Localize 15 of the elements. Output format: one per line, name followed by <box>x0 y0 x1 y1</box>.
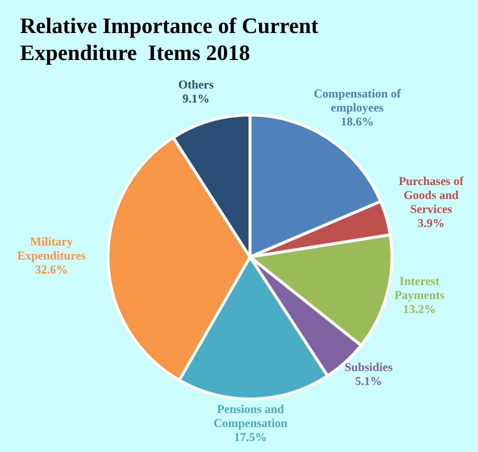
slice-label: Interest Payments <box>394 274 445 302</box>
slice-label: Others <box>178 77 214 92</box>
chart-title: Relative Importance of Current Expenditure Items 2018 <box>20 12 320 66</box>
data-label: 5.1% <box>355 374 382 388</box>
data-label: 18.6% <box>340 114 374 128</box>
slice-label: Subsidies <box>344 360 393 374</box>
data-label: 17.5% <box>234 430 267 444</box>
data-label: 32.6% <box>34 262 68 276</box>
slice-label: Compensation of employees <box>314 86 402 114</box>
slice-label: Pensions and Compensation <box>213 402 288 430</box>
slice-label: Military Expenditures <box>17 234 86 262</box>
data-label: 9.1% <box>182 91 210 106</box>
data-label: 3.9% <box>418 216 445 230</box>
data-label: 13.2% <box>402 302 436 316</box>
slice-label: Purchases of Goods and Services <box>398 174 464 216</box>
